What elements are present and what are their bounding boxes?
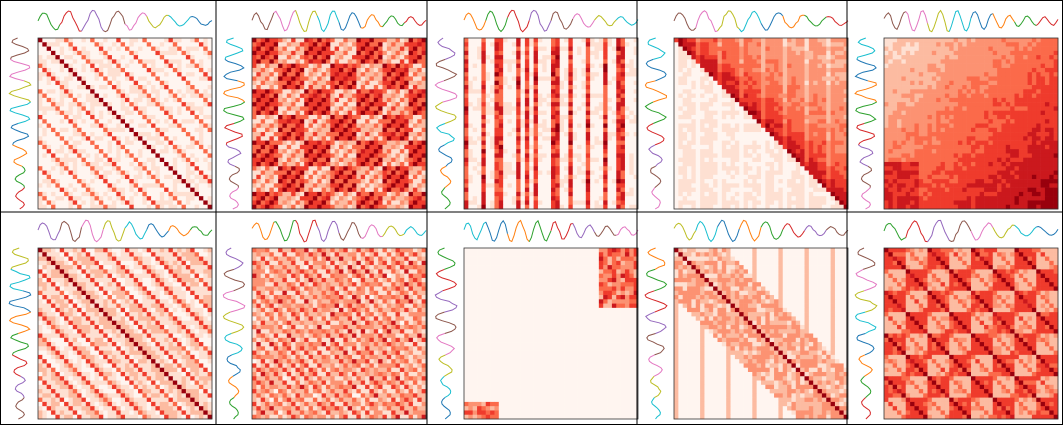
panel-r2c2 xyxy=(218,214,428,421)
panel-r2c5 xyxy=(850,214,1060,421)
heatmap xyxy=(674,38,849,210)
panel-r1c3 xyxy=(430,4,640,211)
panel-r1c1 xyxy=(4,4,214,211)
heatmap xyxy=(38,38,213,210)
heatmap xyxy=(884,38,1059,210)
heatmap xyxy=(38,248,213,420)
panel-r2c2-svg xyxy=(222,219,427,420)
heatmap xyxy=(674,248,849,420)
panel-r1c1-svg xyxy=(8,9,213,210)
top-signal xyxy=(37,9,213,33)
panel-r2c4-svg xyxy=(644,219,849,420)
top-signal xyxy=(883,219,1059,243)
heatmap xyxy=(464,248,639,420)
left-signal xyxy=(644,247,668,420)
left-signal xyxy=(8,247,32,420)
left-signal xyxy=(223,37,246,210)
top-signal xyxy=(673,219,849,243)
heatmap xyxy=(252,38,427,210)
top-signal xyxy=(37,219,213,243)
panel-r1c4-svg xyxy=(644,10,849,210)
left-signal xyxy=(434,247,458,420)
panel-r2c3-svg xyxy=(434,219,639,420)
panel-r1c3-svg xyxy=(434,9,639,210)
heatmap xyxy=(884,248,1059,420)
panel-r1c5-svg xyxy=(854,9,1059,210)
top-signal xyxy=(883,9,1059,33)
panel-r2c1 xyxy=(4,214,214,421)
top-signal xyxy=(463,219,639,243)
panel-r1c4 xyxy=(640,4,850,211)
top-signal xyxy=(251,9,427,33)
top-signal xyxy=(251,219,427,243)
panel-r2c1-svg xyxy=(8,219,213,420)
left-signal xyxy=(434,37,458,210)
panel-r2c5-svg xyxy=(854,219,1059,420)
panel-r2c4 xyxy=(640,214,850,421)
left-signal xyxy=(854,37,878,210)
panel-r1c2 xyxy=(218,4,428,211)
top-signal xyxy=(673,10,849,33)
left-signal xyxy=(644,37,668,210)
heatmap xyxy=(464,38,639,210)
top-signal xyxy=(463,9,639,33)
panel-r1c2-svg xyxy=(223,9,427,210)
heatmap xyxy=(252,248,427,420)
panel-r1c5 xyxy=(850,4,1060,211)
left-signal xyxy=(854,247,878,420)
left-signal xyxy=(8,37,32,210)
left-signal xyxy=(222,247,246,420)
panel-r2c3 xyxy=(430,214,640,421)
